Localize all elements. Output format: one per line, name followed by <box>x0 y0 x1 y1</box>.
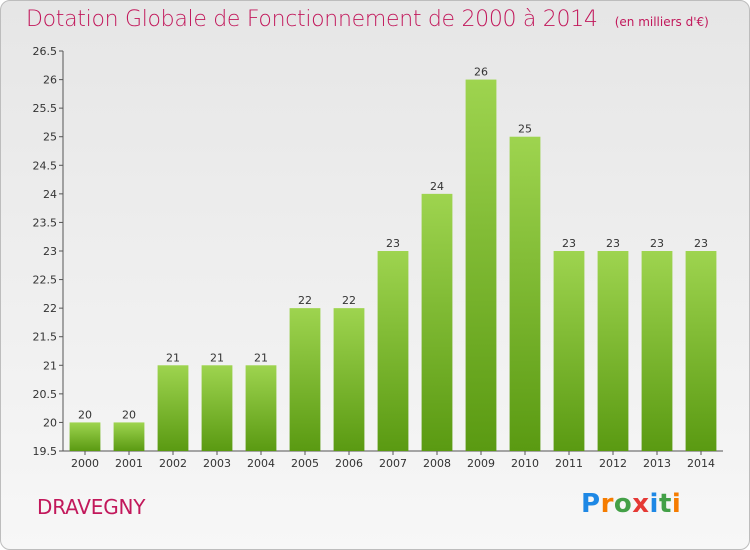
title-row: Dotation Globale de Fonctionnement de 20… <box>26 7 709 32</box>
y-tick-label: 25.5 <box>33 102 58 115</box>
y-tick-label: 26 <box>43 74 57 87</box>
bar-value-label: 26 <box>474 66 488 79</box>
bar-2002 <box>157 365 189 451</box>
bar-2006 <box>333 308 365 451</box>
x-tick-label: 2012 <box>599 457 627 470</box>
y-tick-label: 20 <box>43 416 57 429</box>
logo-letter: i <box>649 489 659 519</box>
commune-name: DRAVEGNY <box>37 495 146 519</box>
bar-2005 <box>289 308 321 451</box>
bar-2011 <box>553 251 585 451</box>
x-tick-label: 2011 <box>555 457 583 470</box>
y-tick-label: 22.5 <box>33 274 58 287</box>
chart-subtitle: (en milliers d'€) <box>614 15 709 29</box>
bar-value-label: 22 <box>342 294 356 307</box>
bar-2007 <box>377 251 409 451</box>
bar-2001 <box>113 422 145 451</box>
x-tick-label: 2009 <box>467 457 495 470</box>
y-tick-label: 25 <box>43 131 57 144</box>
x-tick-label: 2000 <box>71 457 99 470</box>
bar-value-label: 25 <box>518 123 532 136</box>
bar-2014 <box>685 251 717 451</box>
bar-value-label: 23 <box>606 237 620 250</box>
x-tick-label: 2014 <box>687 457 715 470</box>
bar-2010 <box>509 136 541 451</box>
x-axis: 2000 2001 2002 2003 2004 2005 2006 2007 2008 2009… <box>63 450 723 470</box>
y-axis: 19.5 20 20.5 21 21.5 22 22.5 23 23.5 24 24.5 25 25.5… <box>33 45 64 458</box>
bar-value-label: 20 <box>78 408 92 421</box>
logo-letter: P <box>581 489 601 519</box>
x-tick-label: 2007 <box>379 457 407 470</box>
bar-value-label: 22 <box>298 294 312 307</box>
bar-chart: 19.5 20 20.5 21 21.5 22 22.5 23 23.5 24 24.5 25 25.5… <box>33 45 723 470</box>
x-tick-label: 2005 <box>291 457 319 470</box>
bar-2000 <box>69 422 101 451</box>
bar-value-label: 23 <box>386 237 400 250</box>
x-tick-label: 2004 <box>247 457 275 470</box>
y-tick-label: 21 <box>43 359 57 372</box>
y-tick-label: 24 <box>43 188 57 201</box>
y-tick-label: 26.5 <box>33 45 58 58</box>
bar-value-label: 24 <box>430 180 444 193</box>
x-tick-label: 2002 <box>159 457 187 470</box>
x-tick-label: 2003 <box>203 457 231 470</box>
bar-2003 <box>201 365 233 451</box>
logo-letter: i <box>671 489 682 519</box>
y-tick-label: 20.5 <box>33 388 58 401</box>
y-tick-label: 23.5 <box>33 216 58 229</box>
logo-letter: t <box>658 489 672 519</box>
bar-2009 <box>465 79 497 452</box>
logo-letter: r <box>600 489 614 519</box>
bar-2004 <box>245 365 277 451</box>
x-tick-label: 2010 <box>511 457 539 470</box>
bar-2008 <box>421 193 453 451</box>
bar-value-label: 23 <box>650 237 664 250</box>
logo-letter: o <box>613 489 633 519</box>
logo-letter: x <box>632 489 650 519</box>
chart-title: Dotation Globale de Fonctionnement de 20… <box>26 7 598 32</box>
bar-value-label: 23 <box>562 237 576 250</box>
y-tick-label: 21.5 <box>33 331 58 344</box>
bar-value-label: 20 <box>122 408 136 421</box>
y-tick-label: 23 <box>43 245 57 258</box>
x-tick-label: 2008 <box>423 457 451 470</box>
y-tick-label: 19.5 <box>33 445 58 458</box>
bar-2013 <box>641 251 673 451</box>
bar-value-label: 23 <box>694 237 708 250</box>
x-tick-label: 2006 <box>335 457 363 470</box>
bar-value-label: 21 <box>210 351 224 364</box>
x-tick-label: 2013 <box>643 457 671 470</box>
bars: 20 20 21 21 21 22 22 23 24 26 25 23 23 23 23 <box>69 66 717 452</box>
bar-value-label: 21 <box>254 351 268 364</box>
x-tick-label: 2001 <box>115 457 143 470</box>
proxiti-logo: Proxiti <box>581 489 681 519</box>
bar-2012 <box>597 251 629 451</box>
y-tick-label: 24.5 <box>33 159 58 172</box>
bar-value-label: 21 <box>166 351 180 364</box>
y-tick-label: 22 <box>43 302 57 315</box>
